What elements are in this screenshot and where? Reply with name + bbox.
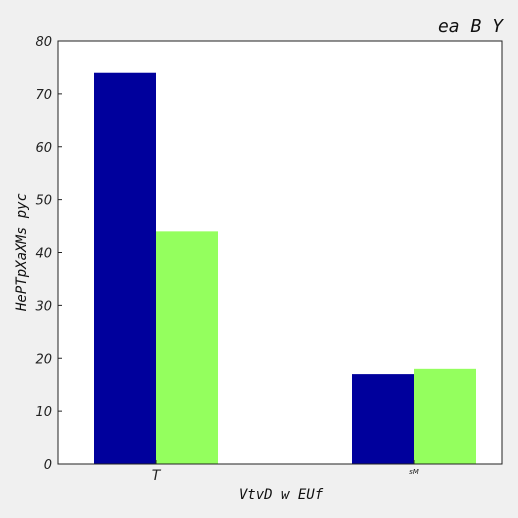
y-tick-label: 20 — [35, 352, 52, 367]
bars-group — [94, 72, 476, 464]
x-tick-label: sM — [409, 468, 419, 476]
y-axis-label: HePTpXaXMs pyc — [14, 193, 30, 312]
y-tick-label: 30 — [35, 299, 52, 314]
y-tick-label: 60 — [35, 141, 52, 156]
y-tick-label: 50 — [35, 194, 52, 209]
y-ticks-group: 0 10 20 30 40 50 60 70 80 — [35, 35, 62, 473]
x-axis-label: VtvD w EUf — [239, 487, 324, 503]
bar-series1-t — [94, 72, 156, 464]
chart-title: ea B Y — [438, 16, 504, 37]
y-tick-label: 10 — [35, 405, 52, 420]
bar-series2-sm — [414, 368, 476, 464]
x-tick-label: T — [152, 468, 162, 484]
y-tick-label: 0 — [44, 458, 52, 473]
bar-series2-t — [156, 231, 218, 464]
y-tick-label: 80 — [35, 35, 52, 50]
y-tick-label: 40 — [35, 247, 52, 262]
y-tick-label: 70 — [35, 88, 52, 103]
bar-series1-sm — [352, 374, 414, 464]
